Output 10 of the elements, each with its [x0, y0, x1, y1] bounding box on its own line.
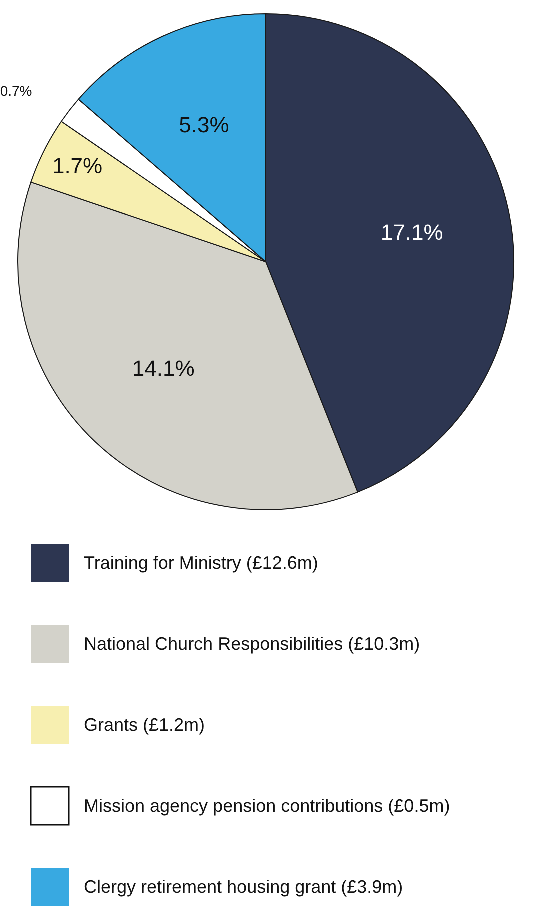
- legend-label: Training for Ministry (£12.6m): [84, 553, 318, 573]
- legend-label: National Church Responsibilities (£10.3m): [84, 634, 420, 654]
- legend-label: Clergy retirement housing grant (£3.9m): [84, 877, 404, 897]
- data-label: 14.1%: [132, 356, 195, 381]
- legend-label: Mission agency pension contributions (£0.5m): [84, 796, 450, 816]
- data-label: 17.1%: [380, 220, 444, 245]
- data-label: 0.7%: [0, 82, 32, 99]
- data-label: 5.3%: [179, 112, 230, 138]
- legend-label: Grants (£1.2m): [84, 715, 206, 735]
- data-label: 1.7%: [52, 153, 103, 178]
